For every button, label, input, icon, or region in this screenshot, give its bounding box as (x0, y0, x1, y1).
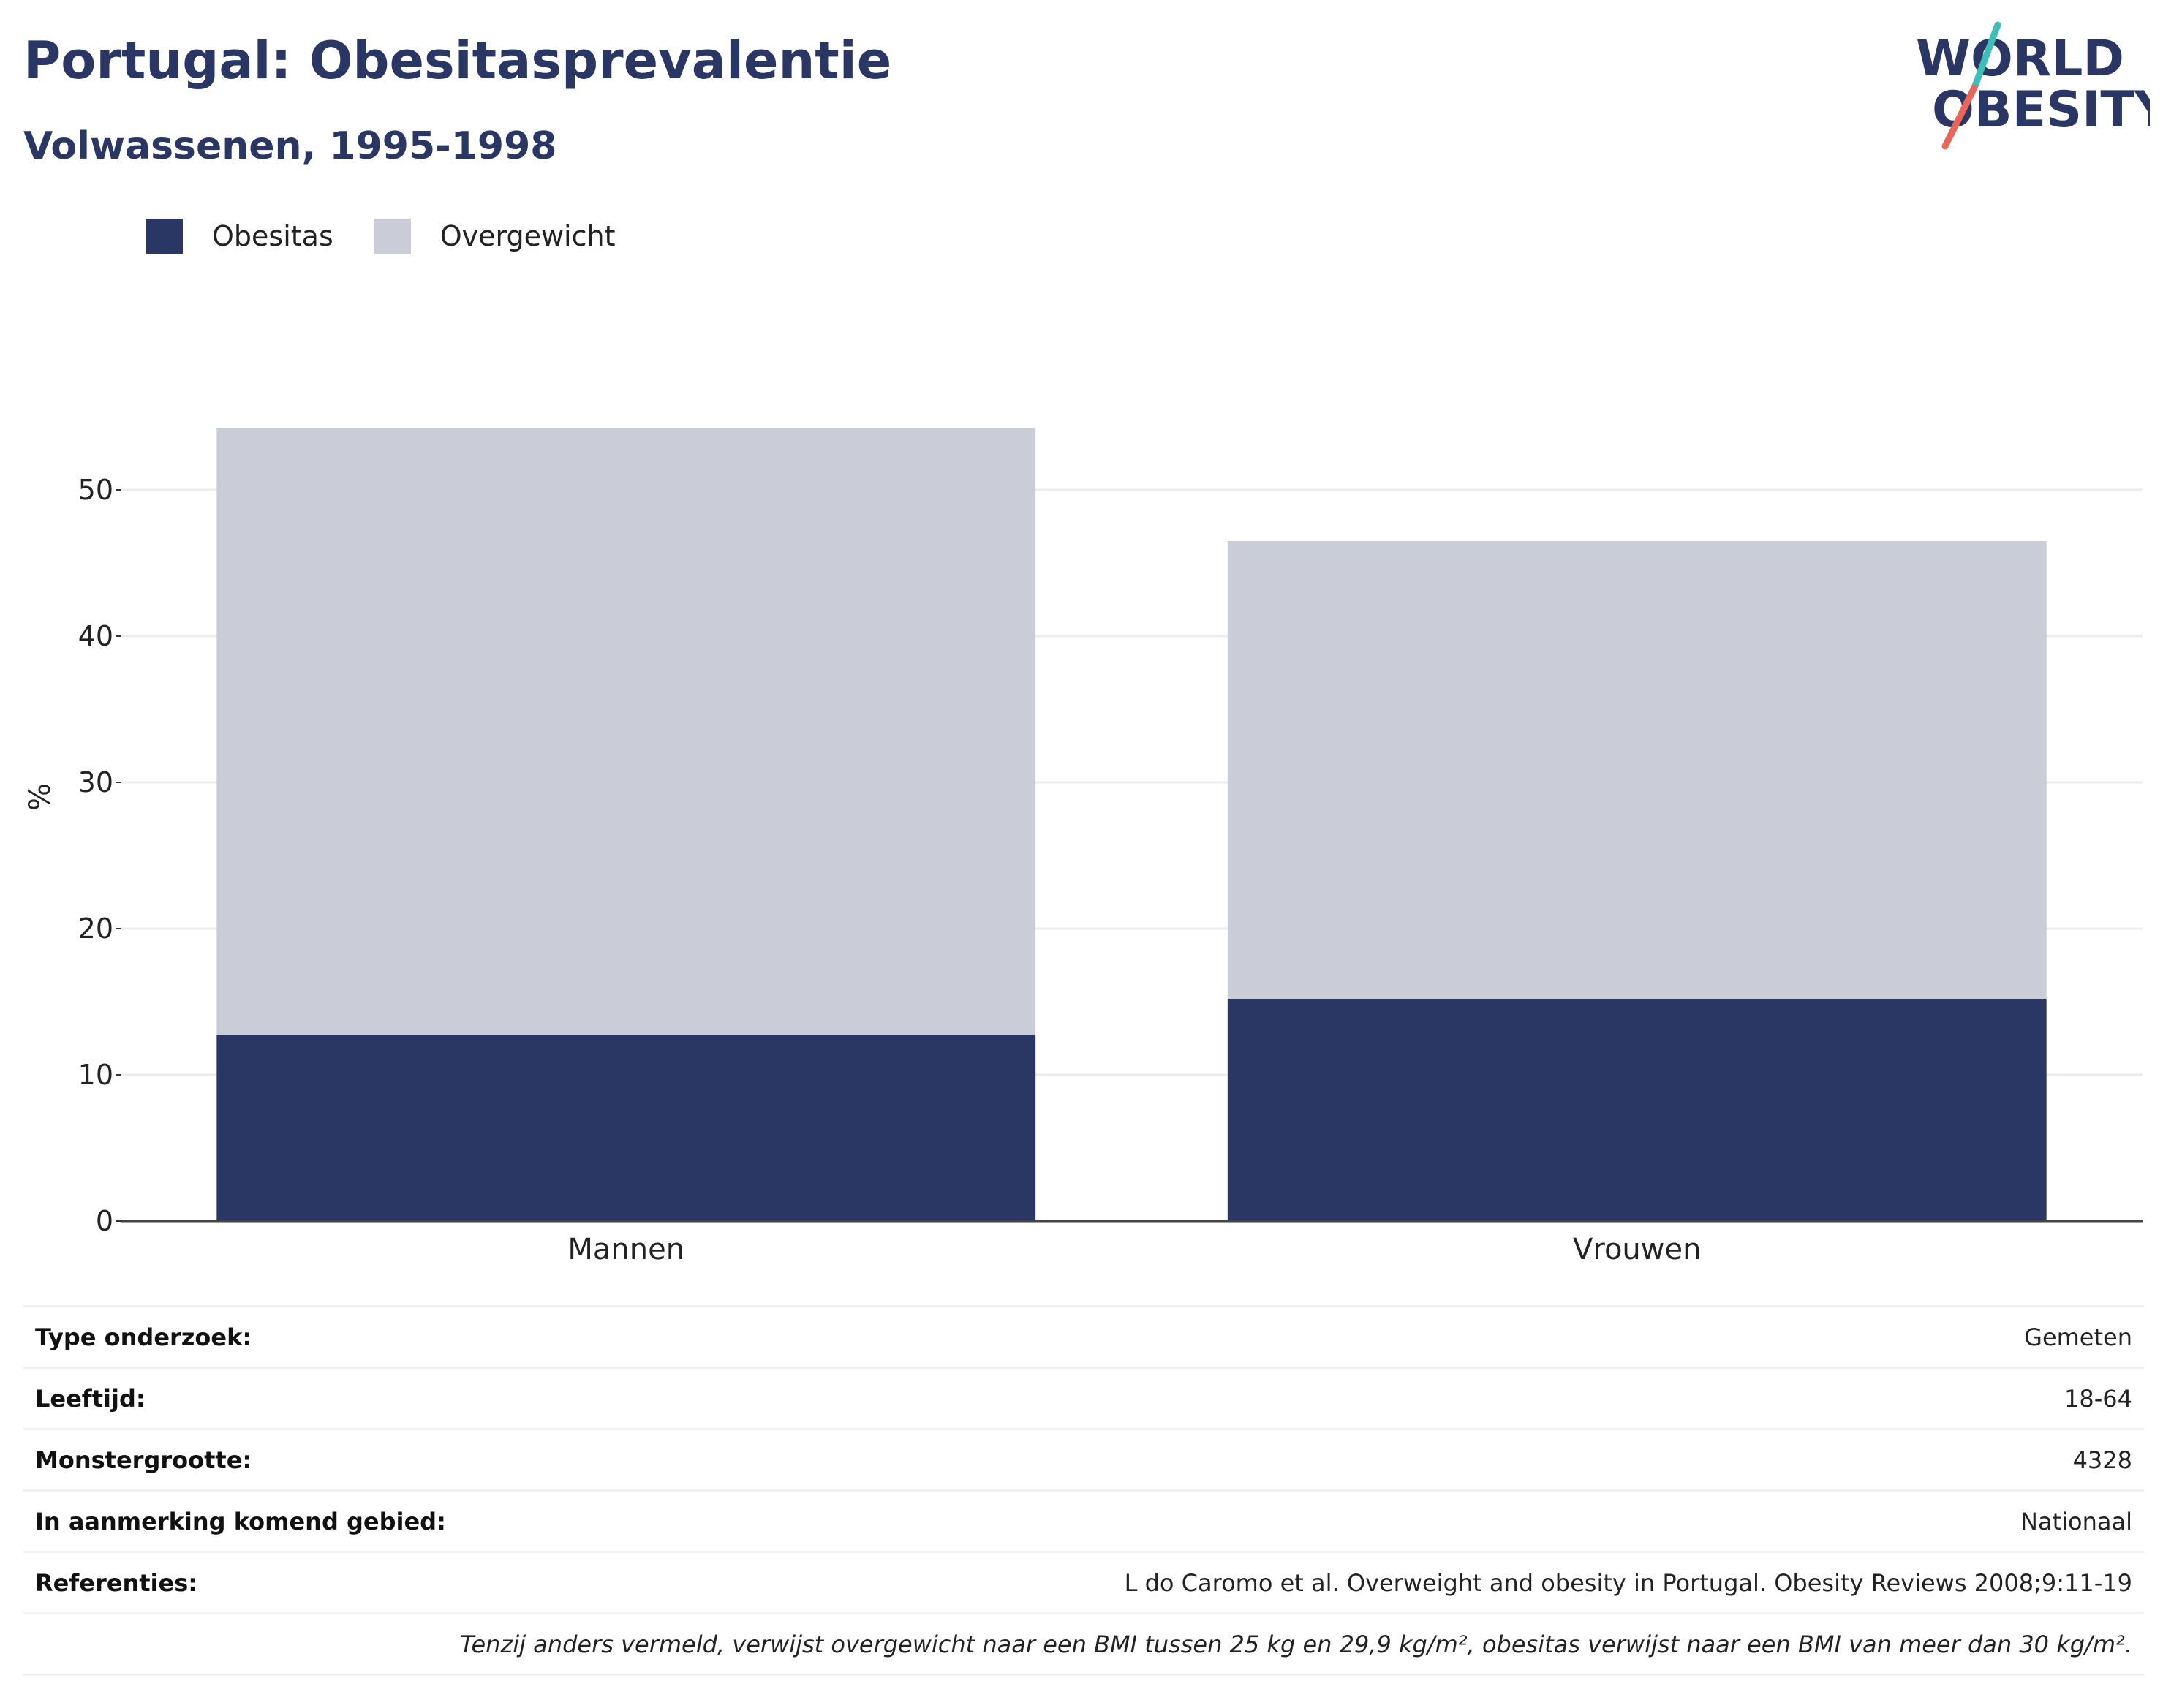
info-row: Leeftijd: 18-64 (23, 1367, 2144, 1430)
y-tick-label: 30 (78, 766, 113, 798)
logo-slash-top (1971, 21, 2001, 91)
info-row-label: Leeftijd: (23, 1367, 652, 1430)
bar-overgewicht-vrouwen (1227, 541, 2047, 999)
y-tick-label: 50 (78, 474, 113, 506)
logo-line1: WORLD (1916, 30, 2124, 88)
x-tick-label: Mannen (567, 1233, 684, 1266)
footnote: Tenzij anders vermeld, verwijst overgewi… (23, 1612, 2144, 1676)
bar-overgewicht-mannen (216, 428, 1036, 1035)
info-row: Referenties: L do Caromo et al. Overweigh… (23, 1551, 2144, 1614)
legend-swatch-obesitas (146, 219, 183, 254)
info-row-value: L do Caromo et al. Overweight and obesit… (652, 1551, 2144, 1614)
info-row-value: 18-64 (652, 1367, 2144, 1430)
legend-item-obesitas[interactable]: Obesitas (146, 219, 333, 254)
info-row-value: Nationaal (652, 1489, 2144, 1553)
legend-label-obesitas: Obesitas (212, 220, 333, 252)
bar-obesitas-mannen (216, 1035, 1036, 1221)
legend-swatch-overgewicht (374, 219, 411, 254)
info-row-label: Referenties: (23, 1551, 652, 1614)
info-row-label: Type onderzoek: (23, 1305, 652, 1369)
world-obesity-logo: WORLD OBESITY (1916, 21, 2150, 150)
info-row: In aanmerking komend gebied: Nationaal (23, 1489, 2144, 1553)
logo-slash-bottom (1941, 84, 1978, 150)
info-row-value: 4328 (652, 1428, 2144, 1492)
info-table: Type onderzoek: Gemeten Leeftijd: 18-64 Mons… (23, 1305, 2144, 1676)
y-tick-label: 20 (78, 912, 113, 945)
y-tick-label: 10 (78, 1059, 113, 1091)
logo-line2: OBESITY (1932, 81, 2150, 139)
y-tick-label: 40 (78, 620, 113, 652)
page-title: Portugal: Obesitasprevalentie (23, 31, 892, 91)
page-subtitle: Volwassenen, 1995-1998 (23, 124, 557, 168)
x-tick-label: Vrouwen (1573, 1233, 1701, 1266)
info-row-label: In aanmerking komend gebied: (23, 1489, 652, 1553)
footnote-row: Tenzij anders vermeld, verwijst overgewi… (23, 1612, 2144, 1676)
info-row: Type onderzoek: Gemeten (23, 1305, 2144, 1369)
y-axis-label: % (23, 783, 57, 811)
info-row-value: Gemeten (652, 1305, 2144, 1369)
y-tick-label: 0 (96, 1205, 113, 1237)
stacked-bar-chart: 0 10 20 30 40 50% Mannen Vrouwen (23, 428, 2143, 1266)
bar-obesitas-vrouwen (1227, 999, 2047, 1221)
chart-legend: Obesitas Overgewicht (146, 216, 657, 257)
legend-item-overgewicht[interactable]: Overgewicht (374, 219, 616, 254)
info-row: Monstergrootte: 4328 (23, 1428, 2144, 1492)
info-row-label: Monstergrootte: (23, 1428, 652, 1492)
legend-label-overgewicht: Overgewicht (439, 220, 616, 252)
